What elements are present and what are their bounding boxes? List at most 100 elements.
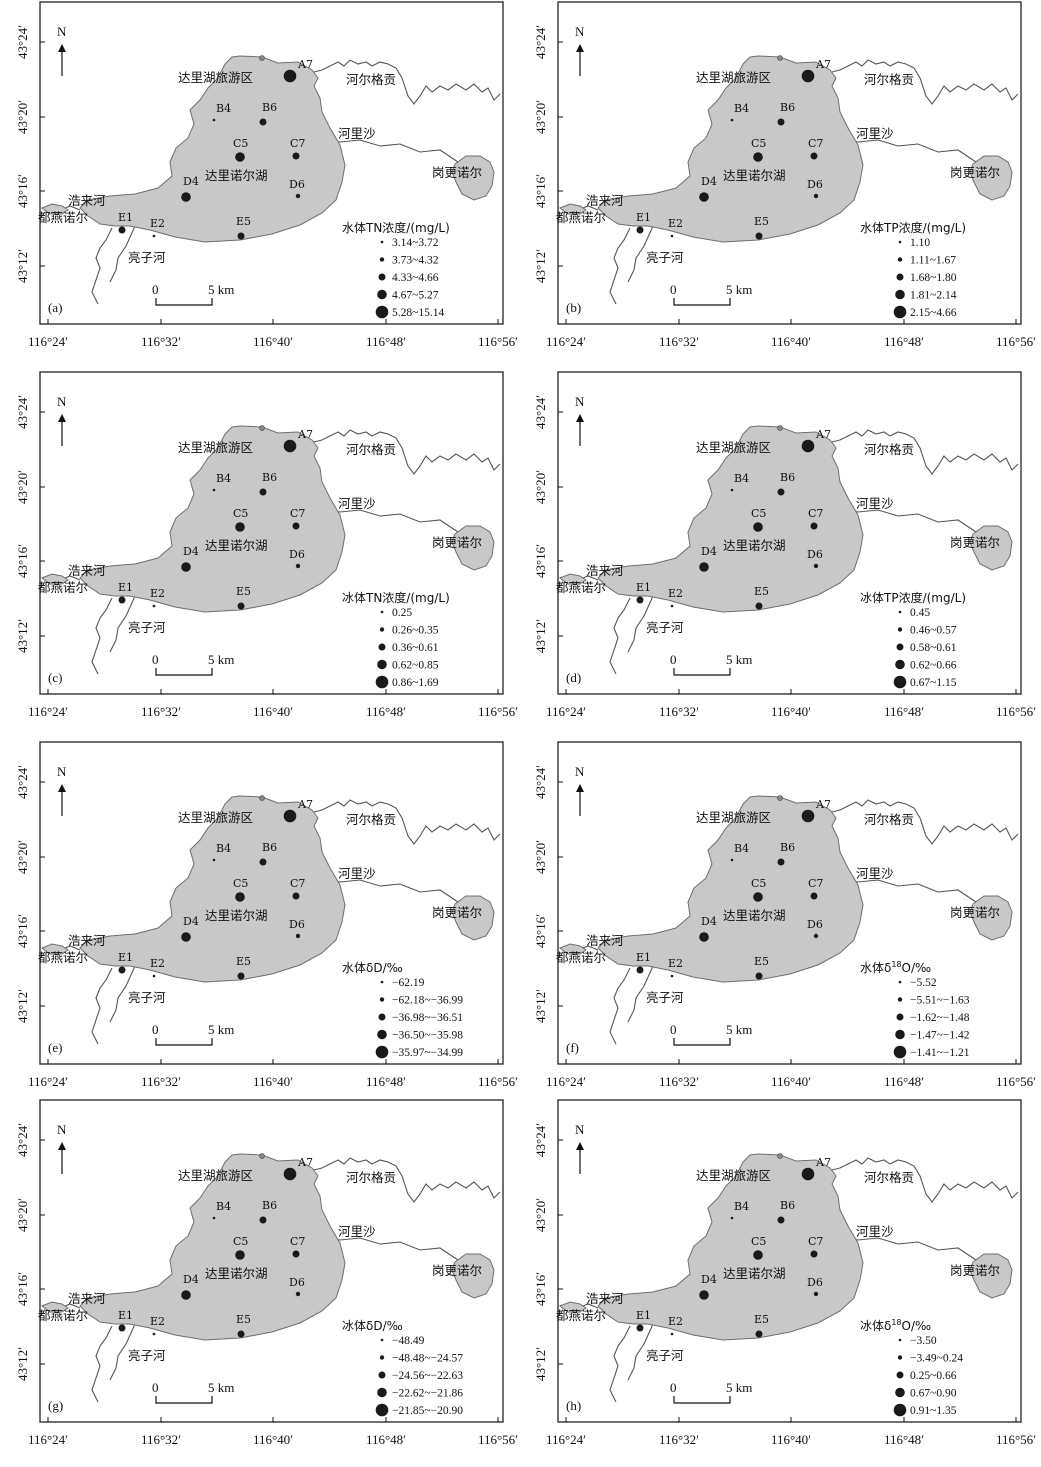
x-tick-label: 116°24′ [546, 704, 586, 719]
river-line [839, 137, 977, 163]
scale-distance-label: 5 km [208, 282, 234, 297]
duyannur-lake-shape [558, 943, 587, 955]
site-label-d4: D4 [183, 545, 199, 558]
north-arrowhead-icon [576, 1142, 584, 1150]
site-label-c5: C5 [233, 137, 248, 150]
x-tick-label: 116°32′ [659, 1432, 699, 1447]
site-marker-e5 [237, 232, 245, 240]
legend-symbol [375, 675, 389, 689]
legend-symbol [378, 643, 386, 651]
site-marker-d6 [813, 193, 819, 199]
site-marker-a7 [283, 439, 297, 453]
legend-symbol [896, 1371, 904, 1379]
site-marker-d4 [181, 562, 191, 572]
north-arrowhead-icon [576, 414, 584, 422]
river-line [321, 877, 459, 903]
site-label-e1: E1 [636, 211, 651, 224]
place-haolaihe: 浩来河 [68, 193, 106, 208]
site-label-d4: D4 [701, 915, 717, 928]
legend-class-label: −3.50 [910, 1335, 937, 1347]
dalinur-lake-shape [597, 1153, 864, 1341]
site-marker-e1 [118, 1324, 126, 1332]
x-tick-label: 116°40′ [771, 704, 811, 719]
legend-class-label: −36.98~−36.51 [392, 1012, 463, 1024]
y-tick-label: 43°24′ [533, 1123, 548, 1157]
y-tick-label: 43°24′ [533, 395, 548, 429]
x-tick-label: 116°32′ [141, 1074, 181, 1089]
tourist-marker [777, 1153, 783, 1159]
place-liangzihe: 亮子河 [646, 250, 684, 265]
river-line [321, 1235, 459, 1261]
scale-zero-label: 0 [670, 652, 677, 667]
legend-symbol [895, 1387, 905, 1398]
legend-title: 水体TN浓度/(mg/L) [342, 220, 450, 235]
site-marker-b4 [212, 1216, 216, 1220]
scale-bar [155, 1038, 213, 1046]
legend-class-label: 0.86~1.69 [392, 677, 439, 689]
site-label-e5: E5 [754, 1313, 769, 1326]
y-tick-label: 43°12′ [15, 619, 30, 653]
place-hergegong: 河尔格贡 [346, 812, 396, 827]
site-marker-e5 [237, 602, 245, 610]
site-marker-c5 [235, 152, 245, 162]
place-haolaihe: 浩来河 [586, 1291, 624, 1306]
north-arrowhead-icon [58, 44, 66, 52]
legend-class-label: 3.14~3.72 [392, 237, 439, 249]
north-arrowhead-icon [58, 784, 66, 792]
site-label-a7: A7 [297, 58, 313, 71]
x-tick-label: 116°48′ [366, 334, 406, 349]
site-marker-e2 [670, 604, 674, 608]
scale-distance-label: 5 km [726, 1022, 752, 1037]
site-marker-e1 [636, 966, 644, 974]
scale-bar [155, 298, 213, 306]
panel-tag: (f) [566, 1040, 579, 1055]
y-tick-label: 43°16′ [533, 914, 548, 948]
site-label-a7: A7 [815, 1156, 831, 1169]
gangengnur-lake-shape [451, 525, 495, 571]
place-helisha: 河里沙 [338, 126, 376, 141]
y-tick-label: 43°12′ [15, 249, 30, 283]
site-label-d4: D4 [183, 915, 199, 928]
place-dalinur-lake: 达里诺尔湖 [723, 908, 786, 923]
legend-class-label: −35.97~−34.99 [392, 1047, 463, 1059]
place-tourist-area: 达里湖旅游区 [178, 70, 253, 85]
panel-tag: (b) [566, 300, 581, 315]
site-label-b4: B4 [216, 102, 231, 115]
scale-bar [673, 668, 731, 676]
gangengnur-lake-shape [451, 1253, 495, 1299]
x-tick-label: 116°32′ [659, 1074, 699, 1089]
site-marker-d6 [295, 933, 301, 939]
y-tick-label: 43°12′ [533, 249, 548, 283]
site-label-d6: D6 [807, 918, 823, 931]
site-label-e2: E2 [150, 217, 165, 230]
site-marker-c5 [235, 522, 245, 532]
place-helisha: 河里沙 [338, 496, 376, 511]
site-marker-a7 [283, 69, 297, 83]
legend-symbol [895, 659, 905, 670]
x-tick-label: 116°48′ [884, 334, 924, 349]
legend-symbol [896, 643, 904, 651]
legend-symbol [380, 1338, 384, 1342]
x-tick-label: 116°56′ [996, 704, 1036, 719]
tourist-marker [259, 1153, 265, 1159]
river-line [321, 507, 459, 533]
river-line [839, 1235, 977, 1261]
y-tick-label: 43°16′ [533, 544, 548, 578]
place-gangengnur: 岗更诺尔 [950, 165, 1000, 180]
place-hergegong: 河尔格贡 [864, 1170, 914, 1185]
place-helisha: 河里沙 [338, 1224, 376, 1239]
map-panel: 达里湖旅游区 河尔格贡 河里沙 岗更诺尔 达里诺尔湖 浩来河 都燕诺尔 亮子河 A7 B4 B6 C5… [518, 370, 1038, 738]
site-marker-c7 [810, 1250, 818, 1258]
legend-symbol [380, 240, 384, 244]
scale-zero-label: 0 [670, 282, 677, 297]
y-tick-label: 43°12′ [15, 989, 30, 1023]
site-label-e5: E5 [236, 955, 251, 968]
site-label-b4: B4 [216, 472, 231, 485]
river-line [609, 597, 631, 675]
site-marker-c5 [753, 522, 763, 532]
site-marker-e2 [152, 974, 156, 978]
legend-class-label: 1.10 [910, 237, 930, 249]
river-line [109, 1323, 136, 1381]
river-line [839, 507, 977, 533]
